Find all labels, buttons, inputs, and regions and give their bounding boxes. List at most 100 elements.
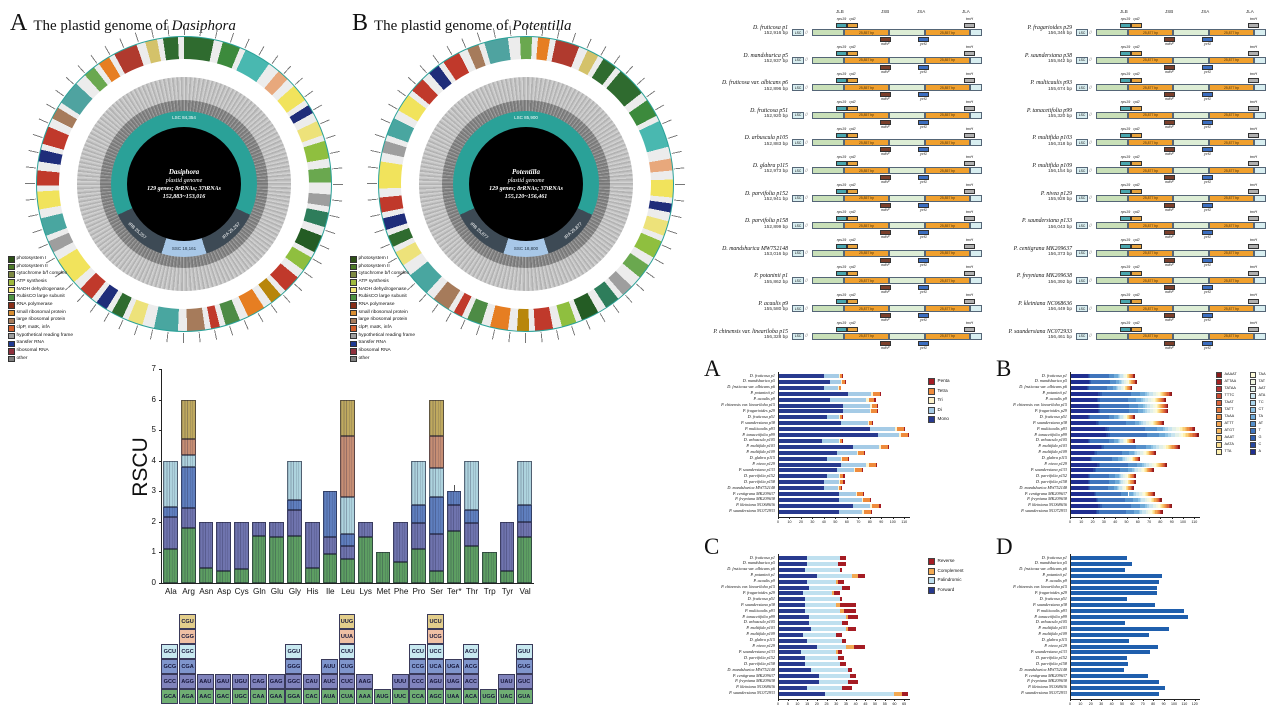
bar-segment bbox=[1147, 450, 1149, 455]
bar-segment bbox=[832, 591, 835, 596]
species-label: P. nivea p129 bbox=[752, 461, 775, 466]
species-label: D. arbuscula p105 bbox=[1035, 437, 1067, 443]
codon-cell-GGU: GGU bbox=[285, 644, 303, 659]
gene-chip-ycf1 bbox=[918, 37, 929, 42]
bar-segment bbox=[1125, 438, 1127, 443]
rscu-bar-segment-CGC bbox=[180, 454, 196, 467]
bar-segment bbox=[1095, 468, 1121, 473]
rscu-bar-segment-CUA bbox=[340, 558, 356, 583]
y-axis-tick-label: 4 bbox=[151, 455, 156, 465]
genome-subtitle: plastid genome bbox=[507, 178, 545, 184]
rscu-bar-segment-GUG bbox=[517, 505, 533, 522]
rscu-bar-segment-ACG bbox=[464, 509, 480, 524]
legend-item: photosystem I bbox=[8, 256, 73, 263]
legend-label: TATAA bbox=[1224, 386, 1236, 391]
irb-segment: 25,877 bp bbox=[1128, 194, 1173, 202]
bar-segment bbox=[1125, 509, 1134, 514]
gene-label-ycf1: ycf1 bbox=[920, 318, 927, 322]
gene-chip-ndhF bbox=[1164, 230, 1175, 236]
bar-segment bbox=[1089, 374, 1109, 378]
bar-segment bbox=[1130, 438, 1132, 443]
ira-segment: 25,857 bp bbox=[925, 111, 970, 119]
amino-acid-label: Glu bbox=[270, 587, 284, 596]
gene-chip-ycf1 bbox=[1202, 257, 1213, 263]
junction-species-label: P. chinensis var. lineariloba p15 156,328… bbox=[710, 329, 788, 340]
sequence-gap: // bbox=[1089, 139, 1093, 146]
gene-label-trnH: trnH bbox=[965, 265, 974, 270]
bar-segment bbox=[778, 503, 853, 508]
rscu-bar-segment-AAA bbox=[358, 537, 373, 583]
irb-segment: 25,877 bp bbox=[1128, 277, 1173, 285]
bar-segment bbox=[1070, 450, 1095, 455]
legend-swatch bbox=[1216, 400, 1222, 406]
bar-segment bbox=[1163, 391, 1166, 396]
junction-species-label: P. fragarioides p29 156,346 bp bbox=[994, 25, 1072, 36]
amino-acid-label: Val bbox=[519, 587, 531, 596]
junction-row: D. fruticosa p51 152,920 bp LSC//25,857 bp… bbox=[710, 100, 990, 129]
legend-swatch bbox=[928, 387, 935, 395]
codon-cell-UUA: UUA bbox=[338, 629, 356, 644]
lsc-cap: LSC bbox=[792, 194, 804, 202]
bar-segment bbox=[1118, 385, 1121, 390]
legend-label: RubisCO large subunit bbox=[16, 294, 65, 300]
legend-swatch bbox=[350, 332, 357, 340]
codon-cell-GAU: GAU bbox=[214, 674, 232, 689]
bar-segment bbox=[801, 650, 837, 655]
bar-segment bbox=[1160, 503, 1162, 508]
bar-segment bbox=[778, 650, 802, 655]
bar-segment bbox=[1158, 497, 1160, 502]
bar-segment bbox=[778, 374, 824, 378]
bar-segment bbox=[1139, 497, 1142, 502]
bar-segment bbox=[1118, 456, 1122, 461]
sequence-gap: // bbox=[805, 57, 809, 64]
bar-segment bbox=[1144, 403, 1147, 408]
gene-label-rpl2: rpl2 bbox=[849, 265, 856, 270]
legend-item: large ribosomal protein bbox=[8, 317, 73, 324]
legend-label: large ribosomal protein bbox=[16, 317, 66, 323]
irb-segment: 25,857 bp bbox=[844, 139, 889, 147]
bar-segment bbox=[1157, 403, 1159, 408]
codon-cell-UGC: UGC bbox=[232, 689, 250, 704]
sequence-gap: // bbox=[805, 167, 809, 174]
bar-segment bbox=[843, 409, 870, 414]
bar-segment bbox=[1148, 468, 1150, 473]
bar-segment bbox=[1070, 397, 1097, 402]
bar-segment bbox=[1131, 438, 1133, 443]
legend-label: Penta bbox=[937, 378, 950, 384]
codon-cell-CAU: CAU bbox=[303, 674, 321, 689]
bar-segment bbox=[1116, 486, 1119, 491]
legend-label: TTA bbox=[1224, 449, 1232, 454]
lsc-segment bbox=[812, 332, 844, 340]
rscu-bar-segment-UUA bbox=[340, 436, 356, 498]
amino-acid-label: Thr bbox=[465, 587, 479, 596]
bar-segment bbox=[778, 415, 828, 420]
genome-length: 155,320 bp bbox=[1047, 114, 1072, 120]
ira-segment: 25,857 bp bbox=[925, 56, 970, 64]
gene-label-ycf1: ycf1 bbox=[920, 262, 927, 267]
bar-segment bbox=[842, 379, 845, 384]
bar-segment bbox=[1132, 474, 1134, 479]
gene-chip-ycf1 bbox=[918, 340, 929, 346]
junction-track: LSC//25,877 bp 25,877 bp rps19 rpl2 ndhF ycf1… bbox=[1076, 100, 1266, 129]
legend-label: Palindromic bbox=[937, 577, 962, 583]
y-axis-tick-label: 2 bbox=[151, 516, 156, 526]
bar-segment bbox=[778, 626, 811, 631]
bar-segment bbox=[778, 561, 808, 566]
genome-center-disc: Dasiphora plastid genome 129 genes; 8rRN… bbox=[127, 127, 241, 241]
bar-segment bbox=[1125, 415, 1127, 420]
x-axis-tick-label: 30 bbox=[1101, 519, 1106, 524]
bar-segment bbox=[1163, 403, 1165, 408]
species-name: P. multifida p109 bbox=[1032, 163, 1072, 169]
gene-label-trnH: trnH bbox=[1249, 237, 1258, 242]
bar-segment bbox=[1152, 468, 1154, 473]
bar-segment bbox=[803, 632, 837, 637]
irb-segment: 25,877 bp bbox=[1128, 139, 1173, 147]
gene-chip-ndhF bbox=[880, 340, 891, 346]
gene-chip-ycf1 bbox=[918, 285, 929, 291]
bar-segment bbox=[811, 626, 846, 631]
legend-label: TAT bbox=[1258, 379, 1266, 384]
legend-item: large ribosomal protein bbox=[350, 317, 415, 324]
rscu-bar-segment-UCG bbox=[428, 436, 444, 469]
gene-chip-rps19 bbox=[836, 105, 847, 111]
lsc-cap: LSC bbox=[792, 222, 804, 230]
